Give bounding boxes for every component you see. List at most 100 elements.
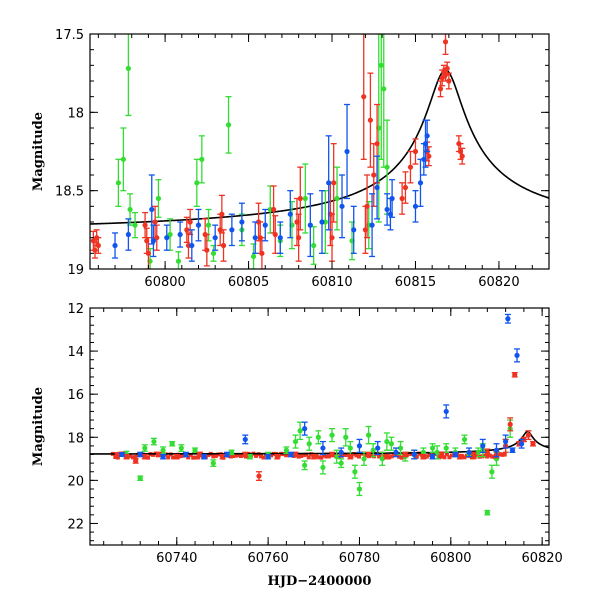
data-point [518,441,525,447]
data-point [457,454,463,460]
data-point [443,408,449,415]
data-point [132,222,138,228]
data-point [283,447,289,453]
data-point [417,180,424,186]
data-point [302,462,308,468]
band-point [206,452,211,457]
band-point [500,452,505,457]
axes-frame [89,33,550,270]
band-point [301,453,306,458]
band-point [399,455,404,460]
data-point [347,454,353,460]
top-panel: 60800 60805 60810 60815 60820 17.5 18 18.5 19 Mag… [31,28,550,290]
data-point [371,172,377,178]
data-point [174,454,180,460]
band-point [166,455,171,460]
data-point [402,451,408,458]
data-point [239,219,245,225]
data-point [306,441,312,447]
data-point [434,449,440,455]
data-point [364,203,370,209]
band-point [115,455,120,460]
x-tick-label: 60740 [156,551,197,566]
data-point [530,441,536,447]
data-point [247,454,253,460]
data-point [155,451,162,458]
x-tick-label: 60805 [228,275,269,290]
y-axis-label: Magnitude [31,387,46,466]
bottom-panel: 60740 60760 60780 60800 60820 12 14 16 18 20 22 Mag… [31,302,563,589]
data-point [219,211,225,217]
band-point [211,454,216,459]
data-point [160,454,166,460]
data-point [365,432,372,438]
data-point [378,62,384,68]
data-point [137,475,143,481]
data-point [393,449,399,455]
data-point [151,438,157,445]
band-point [133,454,138,459]
data-point [329,451,335,458]
band-point [324,454,329,459]
band-point [269,453,274,458]
data-point [356,486,363,492]
band-point [392,452,397,457]
data-point [505,316,511,322]
band-point [191,455,196,460]
band-point [449,453,454,458]
data-point [142,454,148,460]
data-point [197,451,203,458]
band-point [357,454,362,459]
y-tick-label: 19 [67,263,84,278]
data-point [361,456,367,462]
band-point [316,455,321,460]
data-point [152,219,158,225]
band-point [462,455,467,460]
band-point [296,454,301,459]
data-point [262,222,268,228]
band-point [228,454,233,459]
band-point [470,455,475,460]
band-point [146,455,151,460]
y-tick-label: 17.5 [55,28,84,43]
data-point [189,242,195,249]
data-point [379,456,385,462]
band-point [344,452,349,457]
data-point [120,156,126,162]
data-point [142,445,148,451]
band-point [444,452,449,457]
data-point [150,238,157,244]
y-tick-label: 18 [67,106,84,121]
data-point [514,352,520,358]
data-point [507,421,513,427]
data-point [256,473,262,479]
data-point [484,510,490,516]
data-point [320,464,326,471]
y-tick-label: 16 [67,388,84,403]
data-point [347,445,353,451]
band-point [407,451,412,456]
band-point [130,455,135,460]
data-point [307,222,313,228]
data-point [127,206,133,213]
data-point [320,445,326,451]
data-point [125,231,131,238]
data-point [384,164,390,170]
data-point [297,195,303,202]
data-point [407,164,414,170]
data-point [493,447,500,453]
data-point [277,235,283,241]
data-point [356,443,363,449]
band-point [284,453,289,458]
model-curve [90,430,549,455]
band-point [151,452,156,457]
band-point [196,455,201,460]
x-tick-label: 60820 [521,551,562,566]
data-point [338,460,344,466]
data-point [225,122,232,128]
x-axis-label: HJD−2400000 [268,574,372,589]
x-tick-label: 60820 [478,275,519,290]
data-point [155,195,162,202]
data-point [420,454,427,460]
data-point [115,180,121,186]
